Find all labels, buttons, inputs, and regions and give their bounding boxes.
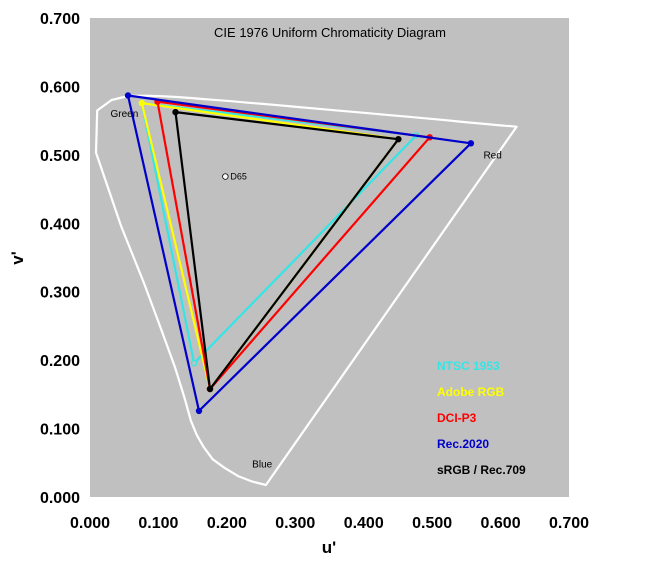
x-axis-title: u' [322, 538, 336, 557]
gamut-vertex-adobe-rgb [138, 99, 145, 107]
region-label-red: Red [483, 150, 501, 161]
y-axis-title: v' [8, 251, 27, 265]
legend-entry: NTSC 1953 [437, 359, 500, 373]
gamut-vertex-rec-2020 [467, 140, 475, 147]
gamut-triangle-rec-2020 [126, 94, 472, 412]
gamut-vertex-rec-2020 [124, 92, 132, 99]
legend-entry: DCI-P3 [437, 411, 477, 425]
x-tick-label: 0.000 [70, 515, 110, 532]
gamut-vertex-srgb-rec-709 [206, 385, 214, 393]
y-tick-label: 0.700 [40, 11, 80, 28]
y-tick-label: 0.600 [40, 79, 80, 96]
x-tick-label: 0.500 [412, 515, 452, 532]
white-point-label: D65 [230, 172, 247, 182]
y-tick-label: 0.000 [40, 490, 80, 507]
y-tick-label: 0.300 [40, 285, 80, 302]
x-tick-label: 0.600 [481, 515, 521, 532]
x-tick-label: 0.700 [549, 515, 589, 532]
gamut-vertex-ntsc-1953 [190, 359, 198, 367]
gamut-vertex-srgb-rec-709 [172, 108, 179, 116]
x-tick-label: 0.200 [207, 515, 247, 532]
legend-entry: Adobe RGB [437, 385, 505, 399]
gamut-vertex-srgb-rec-709 [395, 135, 402, 143]
y-tick-label: 0.500 [40, 148, 80, 165]
x-tick-label: 0.300 [275, 515, 315, 532]
spectral-locus [94, 94, 518, 487]
gamut-triangle-ntsc-1953 [140, 101, 418, 365]
y-tick-label: 0.400 [40, 216, 80, 233]
region-label-blue: Blue [252, 460, 272, 471]
chart-title: CIE 1976 Uniform Chromaticity Diagram [214, 25, 446, 40]
y-tick-label: 0.200 [40, 353, 80, 370]
x-tick-label: 0.100 [138, 515, 178, 532]
gamut-rec-2020 [124, 92, 475, 415]
gamut-srgb-rec-709 [172, 108, 402, 393]
legend-entry: sRGB / Rec.709 [437, 463, 526, 477]
legend-entry: Rec.2020 [437, 437, 489, 451]
legend: NTSC 1953 Adobe RGB DCI-P3 Rec.2020 sRGB / R… [437, 359, 526, 477]
y-tick-label: 0.100 [40, 422, 80, 439]
region-label-green: Green [111, 109, 139, 120]
x-tick-label: 0.400 [344, 515, 384, 532]
white-point-marker [222, 173, 229, 180]
plot-background [90, 18, 569, 497]
gamut-vertex-rec-2020 [195, 407, 203, 415]
gamut-triangle-srgb-rec-709 [174, 110, 400, 391]
